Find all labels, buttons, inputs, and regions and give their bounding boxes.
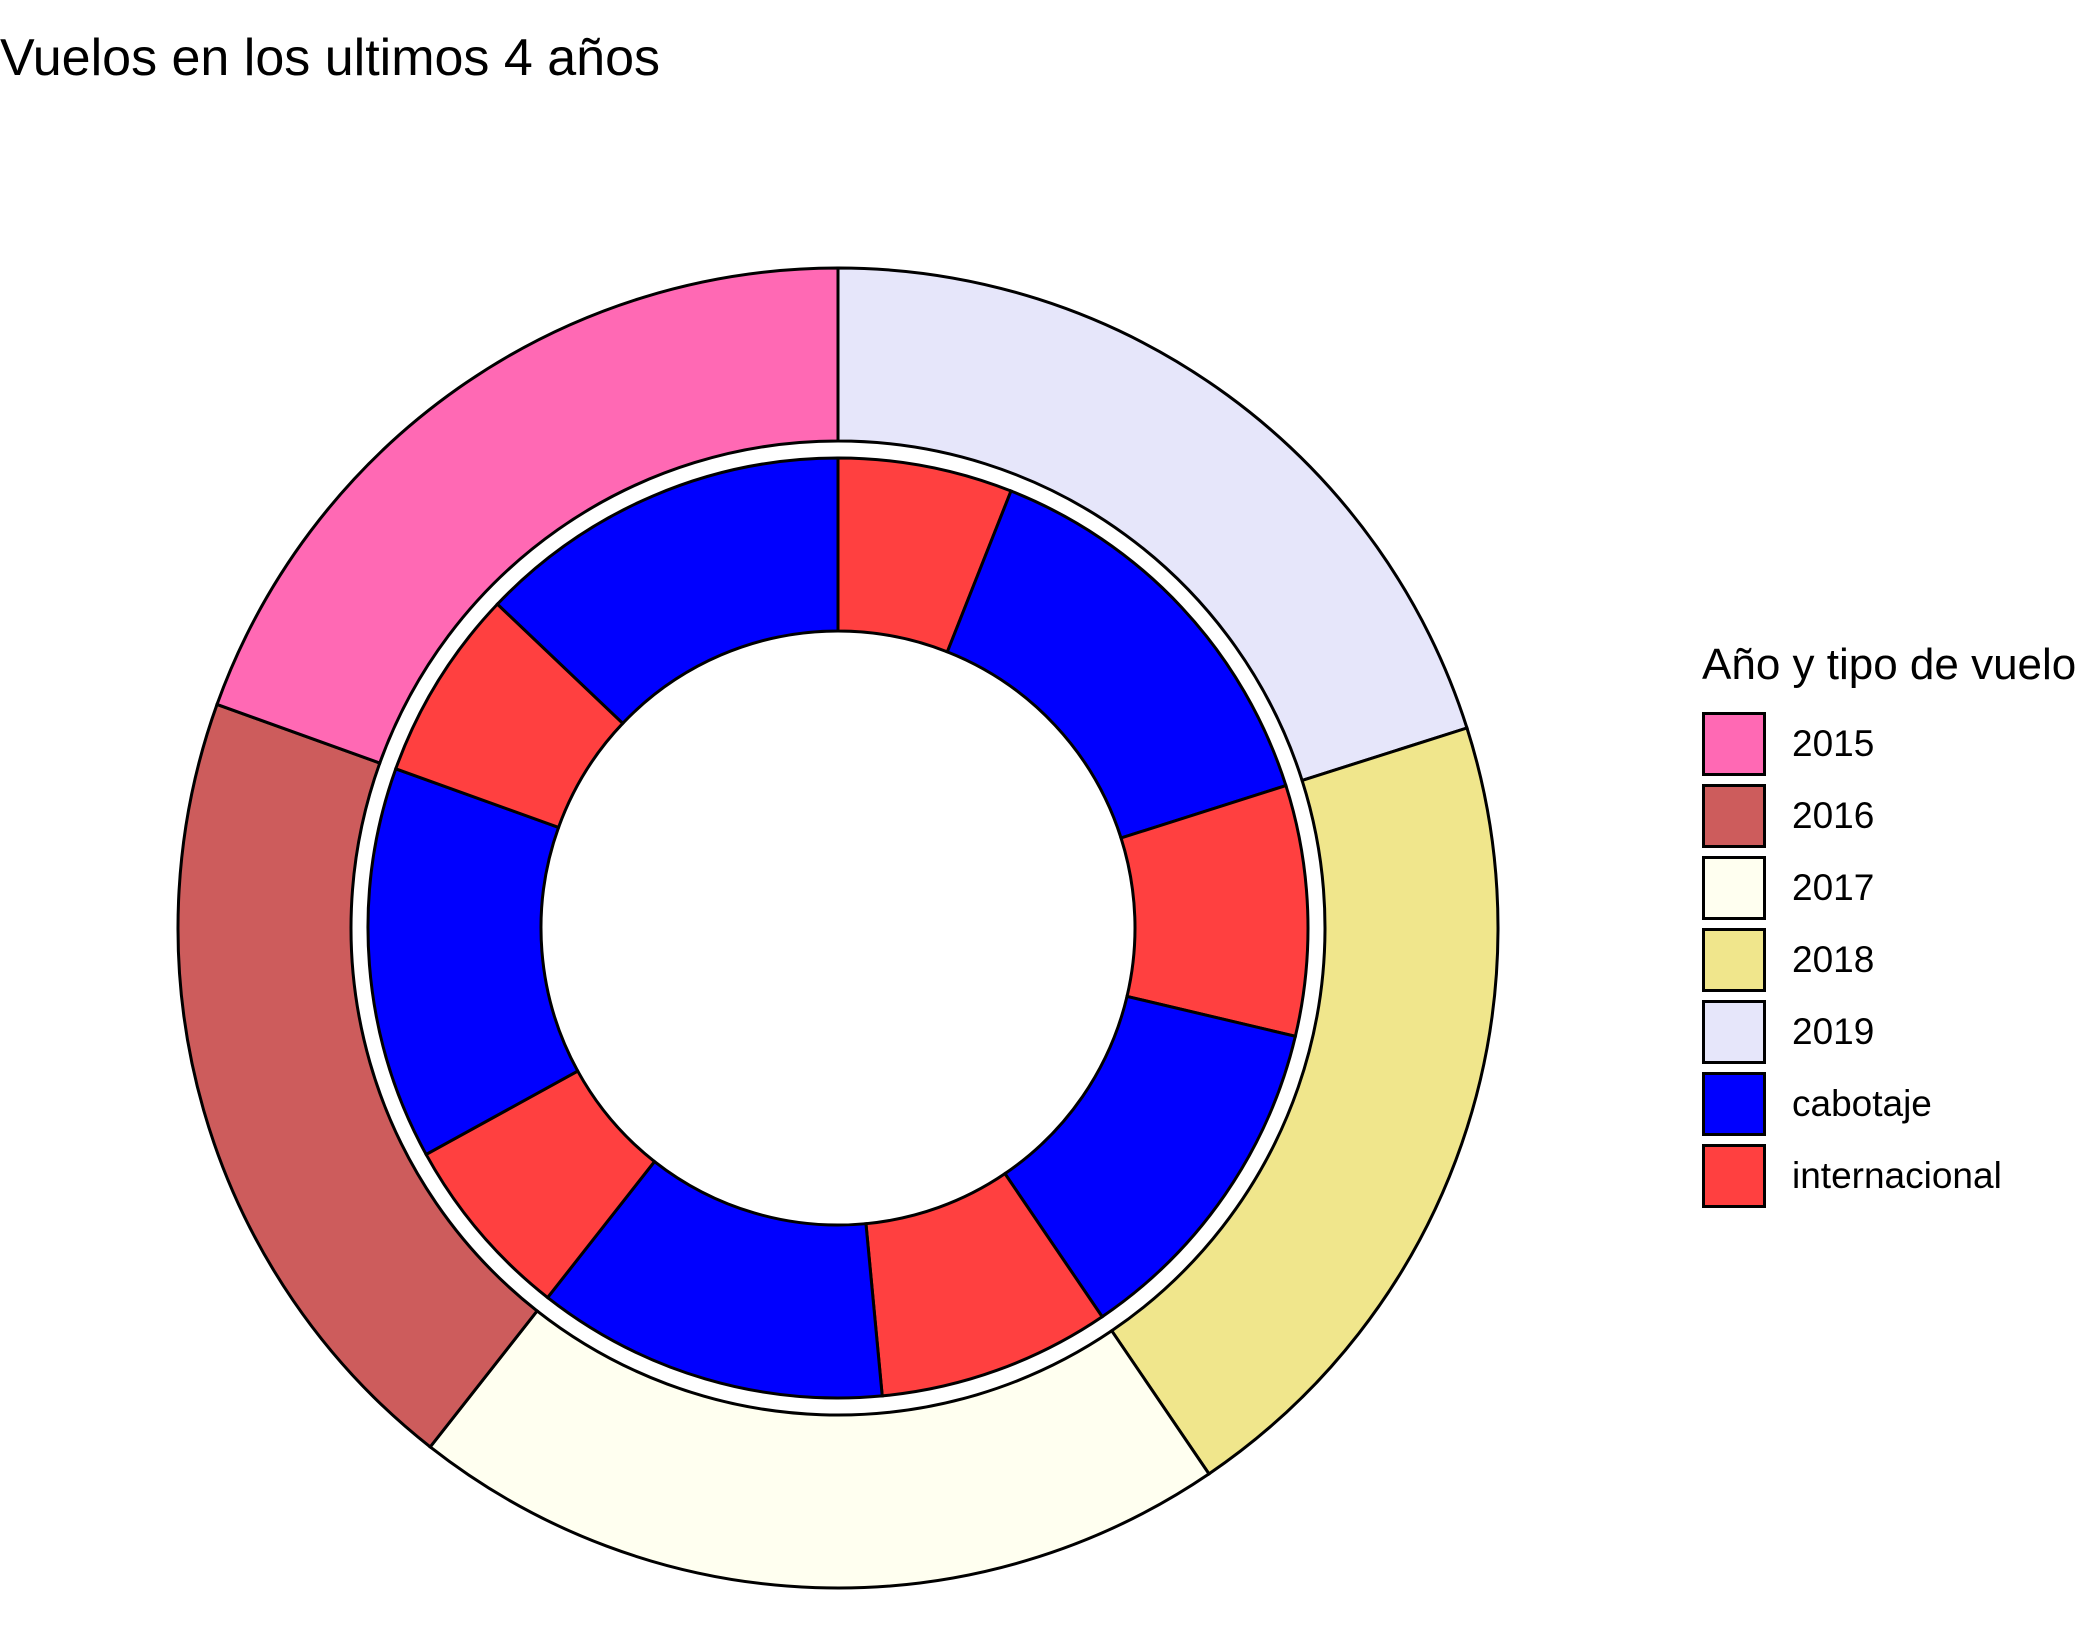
inner-slice-2019-cabotaje bbox=[945, 489, 1288, 840]
legend-item-cabotaje: cabotaje bbox=[1702, 1068, 2076, 1140]
legend-label: cabotaje bbox=[1792, 1083, 1932, 1124]
inner-slice-2015-cabotaje bbox=[495, 456, 840, 726]
legend-items: 2015 2016 2017 2018 2019 cabotaje internaciona… bbox=[1702, 708, 2076, 1212]
legend-key-2015 bbox=[1702, 712, 1766, 776]
outer-slice-2016 bbox=[176, 702, 540, 1450]
legend-label: 2016 bbox=[1792, 795, 1875, 836]
legend-item-2016: 2016 bbox=[1702, 780, 2076, 852]
outer-slice-2015 bbox=[215, 266, 840, 765]
legend-item-2015: 2015 bbox=[1702, 708, 2076, 780]
legend-key-2018 bbox=[1702, 928, 1766, 992]
legend-item-internacional: internacional bbox=[1702, 1140, 2076, 1212]
outer-slice-2019 bbox=[836, 266, 1469, 783]
inner-ring-flight-types bbox=[366, 456, 1310, 1400]
legend-label: 2019 bbox=[1792, 1011, 1875, 1052]
legend-item-2018: 2018 bbox=[1702, 924, 2076, 996]
legend-key-2017 bbox=[1702, 856, 1766, 920]
legend-key-2016 bbox=[1702, 784, 1766, 848]
legend-label: 2018 bbox=[1792, 939, 1875, 980]
chart-title: Vuelos en los ultimos 4 años bbox=[0, 29, 661, 87]
outer-slice-2018 bbox=[1109, 726, 1500, 1476]
legend-key-cabotaje bbox=[1702, 1072, 1766, 1136]
nested-donut-chart bbox=[176, 266, 1500, 1590]
legend-key-internacional bbox=[1702, 1144, 1766, 1208]
outer-slice-2017 bbox=[428, 1308, 1212, 1590]
legend-label: 2015 bbox=[1792, 723, 1875, 764]
legend-item-2019: 2019 bbox=[1702, 996, 2076, 1068]
legend-item-2017: 2017 bbox=[1702, 852, 2076, 924]
legend-label: 2017 bbox=[1792, 867, 1875, 908]
outer-ring-years bbox=[176, 266, 1500, 1590]
inner-slice-2016-cabotaje bbox=[366, 766, 580, 1157]
legend-label: internacional bbox=[1792, 1155, 2002, 1196]
legend: Año y tipo de vuelo 2015 2016 2017 2018 2019… bbox=[1702, 640, 2076, 1212]
legend-title: Año y tipo de vuelo bbox=[1702, 640, 2077, 689]
legend-key-2019 bbox=[1702, 1000, 1766, 1064]
